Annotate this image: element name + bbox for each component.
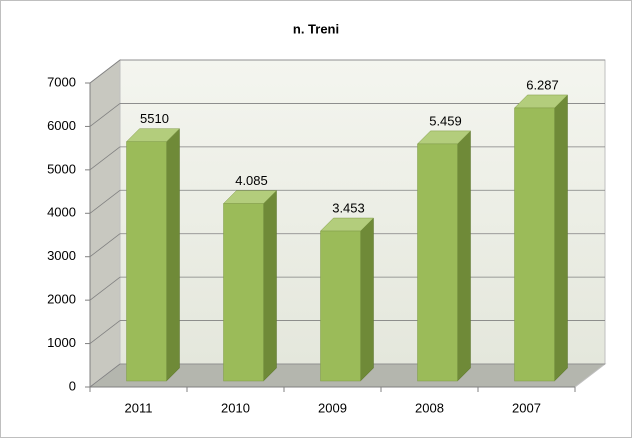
value-label: 4.085 [235,173,268,188]
x-tick-label: 2009 [318,400,347,415]
y-tick-label: 7000 [47,74,76,89]
grid-line-side [89,276,121,301]
grid-line-side [89,363,121,388]
grid-line-side [89,189,121,214]
grid-line-side [89,146,121,171]
grid-line-side [89,103,121,127]
grid-line-side [89,233,121,258]
bar-side [457,130,471,382]
y-tick-label: 2000 [47,292,76,307]
y-tick-label: 4000 [47,205,76,220]
value-label: 3.453 [332,200,365,215]
grid-line-side [89,320,121,344]
side-wall [89,58,121,389]
value-label: 5.459 [429,113,462,128]
bar-side [554,94,568,382]
x-tick-label: 2010 [221,400,250,415]
y-tick-label: 0 [69,378,76,393]
y-tick-label: 5000 [47,161,76,176]
bar [126,141,167,382]
x-tick-label: 2007 [512,400,541,415]
y-tick-label: 6000 [47,118,76,133]
chart-title: n. Treni [293,21,339,36]
x-tick-label: 2011 [125,400,153,415]
bar-side [360,217,374,382]
y-tick-label: 1000 [47,335,76,350]
value-label: 5510 [140,111,169,126]
value-label: 6.287 [526,77,559,92]
grid-line-side [89,59,121,84]
y-tick-label: 3000 [47,248,76,263]
bar [320,230,361,382]
bar [514,107,555,382]
x-tick-label: 2008 [415,400,444,415]
bar [223,203,264,382]
bar [417,143,458,382]
bar-side [263,189,277,382]
bar-side [166,128,180,382]
